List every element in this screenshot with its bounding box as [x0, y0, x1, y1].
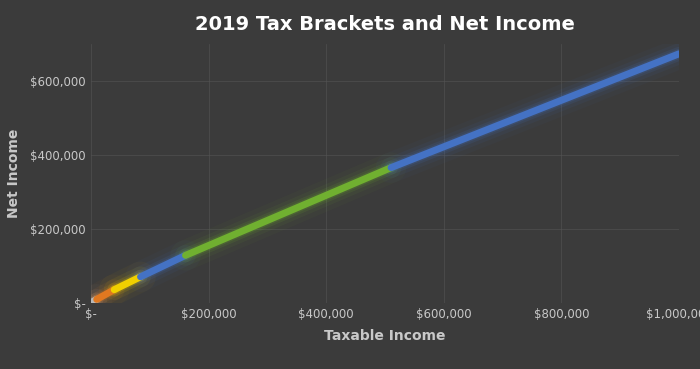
Y-axis label: Net Income: Net Income [8, 129, 22, 218]
X-axis label: Taxable Income: Taxable Income [324, 330, 446, 344]
Title: 2019 Tax Brackets and Net Income: 2019 Tax Brackets and Net Income [195, 15, 575, 34]
